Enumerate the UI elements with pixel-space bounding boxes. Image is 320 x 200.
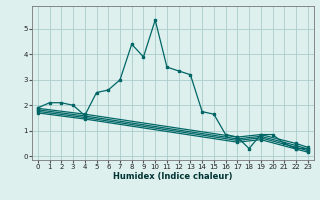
X-axis label: Humidex (Indice chaleur): Humidex (Indice chaleur) bbox=[113, 172, 233, 181]
